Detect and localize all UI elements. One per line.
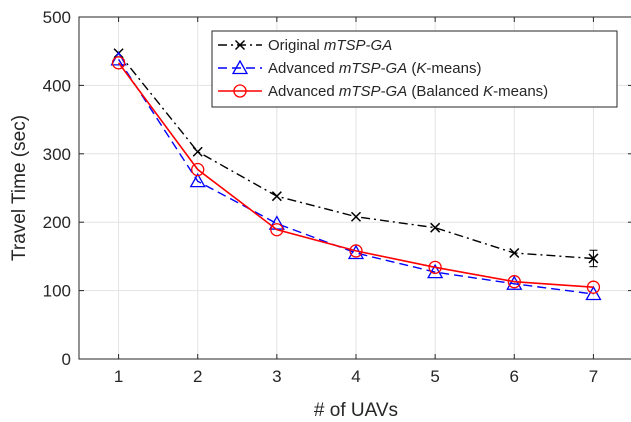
series-3	[111, 56, 601, 294]
data-point-triangle-marker	[427, 263, 444, 279]
y-tick-label: 200	[43, 213, 71, 232]
y-tick-label: 500	[43, 8, 71, 27]
data-point-circle-marker	[349, 244, 363, 258]
x-axis-title: # of UAVs	[314, 400, 398, 421]
legend: Original mTSP-GA Advanced mTSP-GA (K-mean…	[211, 30, 618, 108]
data-point-triangle-marker	[189, 172, 206, 188]
y-tick-label: 0	[62, 350, 71, 369]
data-point-x-marker	[271, 191, 282, 202]
y-tick-label: 400	[43, 76, 71, 95]
data-point-circle-marker	[233, 84, 247, 98]
data-point-triangle-marker	[585, 285, 602, 301]
data-point-x-marker	[509, 247, 520, 259]
series-line	[118, 59, 594, 295]
y-tick-label: 300	[43, 145, 71, 164]
legend-entry-3: Advanced mTSP-GA (Balanced K-means)	[218, 83, 548, 100]
x-tick-label: 7	[589, 367, 598, 386]
y-axis-title: Travel Time (sec)	[9, 115, 30, 261]
data-point-x-marker	[350, 211, 362, 222]
legend-entry-2: Advanced mTSP-GA (K-means)	[218, 59, 481, 77]
tick-labels: 1 2 3 4 5 6 7 0 100 200 300 400 500	[43, 8, 599, 386]
y-tick-label: 100	[43, 282, 71, 301]
x-tick-label: 5	[430, 367, 439, 386]
axis-ticks	[79, 16, 631, 360]
x-tick-label: 3	[272, 367, 281, 386]
legend-entry-1: Original mTSP-GA	[218, 37, 392, 54]
data-point-x-marker	[588, 253, 599, 264]
legend-box	[211, 30, 618, 108]
data-point-triangle-marker	[231, 59, 249, 75]
series-layer	[110, 48, 602, 301]
data-point-circle-marker	[111, 56, 126, 70]
legend-label: Advanced mTSP-GA (Balanced K-means)	[268, 83, 548, 100]
series-line	[117, 62, 594, 288]
data-point-x-marker	[430, 222, 441, 233]
series-1	[113, 48, 599, 268]
x-tick-label: 2	[193, 367, 202, 386]
data-point-triangle-marker	[506, 275, 523, 290]
x-tick-label: 1	[114, 367, 123, 386]
data-point-x-marker	[192, 146, 203, 157]
data-point-circle-marker	[270, 223, 284, 237]
x-tick-label: 6	[510, 367, 519, 386]
data-point-circle-marker	[586, 280, 601, 294]
data-point-x-marker	[234, 39, 246, 51]
data-point-circle-marker	[507, 275, 521, 289]
legend-label: Original mTSP-GA	[268, 37, 392, 54]
data-point-circle-marker	[191, 162, 205, 177]
legend-label: Advanced mTSP-GA (K-means)	[268, 60, 481, 77]
data-point-circle-marker	[428, 260, 442, 274]
x-tick-label: 4	[351, 367, 360, 386]
